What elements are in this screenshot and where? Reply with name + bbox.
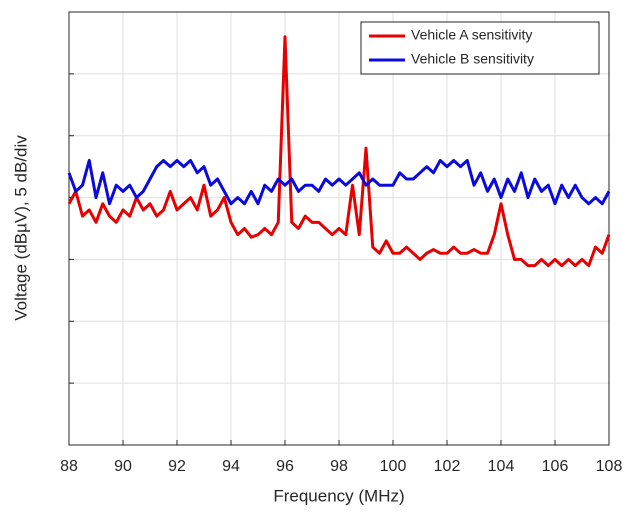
x-tick-label: 90 (114, 458, 132, 475)
plot-frame (68, 11, 610, 446)
y-axis-label: Voltage (dBµV), 5 dB/div (11, 135, 30, 321)
x-axis-label: Frequency (MHz) (273, 486, 404, 505)
x-tick-label: 102 (434, 458, 461, 475)
x-tick-label: 94 (222, 458, 240, 475)
line-series (67, 158, 611, 206)
x-tick-label: 100 (380, 458, 407, 475)
legend-label: Vehicle B sensitivity (411, 51, 534, 67)
x-tick-label: 88 (60, 458, 78, 475)
legend-box (360, 21, 600, 75)
x-tick-label: 108 (596, 458, 623, 475)
x-tick-label: 104 (488, 458, 515, 475)
x-tick-label: 92 (168, 458, 186, 475)
line-series (67, 35, 611, 268)
x-tick-label: 106 (542, 458, 569, 475)
x-tick-label: 96 (276, 458, 294, 475)
legend: Vehicle A sensitivity Vehicle B sensitivi… (360, 21, 600, 75)
x-tick-label: 98 (330, 458, 348, 475)
legend-label: Vehicle A sensitivity (411, 27, 532, 43)
